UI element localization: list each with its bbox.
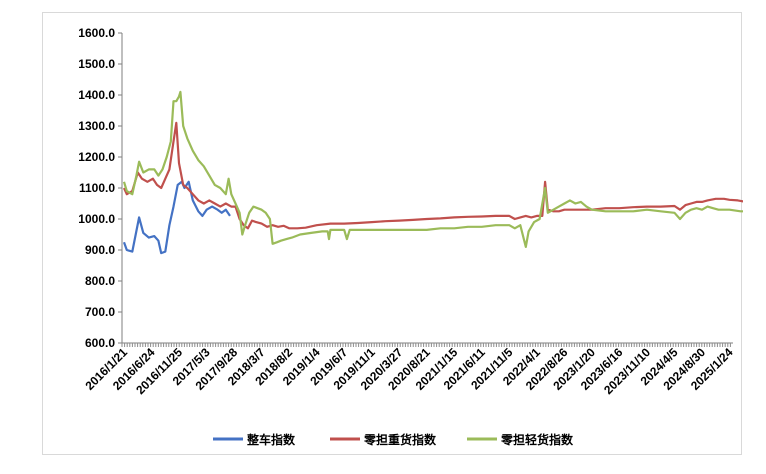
y-axis: 600.0 700.0 800.0 900.0 1000.0 1100.0 1200.0 13… (78, 26, 123, 350)
y-tick-label: 700.0 (85, 305, 115, 319)
y-tick-label: 800.0 (85, 274, 115, 288)
y-tick-label: 600.0 (85, 336, 115, 350)
chart-frame: 600.0 700.0 800.0 900.0 1000.0 1100.0 1200.0 13… (42, 12, 743, 455)
legend-label-2: 零担轻货指数 (500, 432, 574, 447)
y-tick-label: 1200.0 (78, 150, 115, 164)
series-layer (122, 90, 743, 255)
y-tick-label: 1000.0 (78, 212, 115, 226)
line-chart: 600.0 700.0 800.0 900.0 1000.0 1100.0 1200.0 13… (78, 26, 743, 447)
y-tick-label: 1300.0 (78, 119, 115, 133)
legend-label-1: 零担重货指数 (363, 432, 437, 447)
legend: 整车指数 零担重货指数 零担轻货指数 (213, 432, 574, 447)
y-tick-label: 1100.0 (79, 181, 115, 195)
series-line-1 (122, 121, 743, 230)
legend-label-0: 整车指数 (246, 432, 296, 447)
series-line-2 (122, 90, 743, 248)
y-tick-label: 1500.0 (78, 57, 115, 71)
x-axis: 2016/1/212016/6/242016/11/252017/5/32017… (82, 342, 736, 397)
y-tick-label: 900.0 (85, 243, 115, 257)
y-tick-label: 1400.0 (78, 88, 115, 102)
series-line-0 (122, 180, 231, 255)
y-tick-label: 1600.0 (78, 26, 115, 40)
